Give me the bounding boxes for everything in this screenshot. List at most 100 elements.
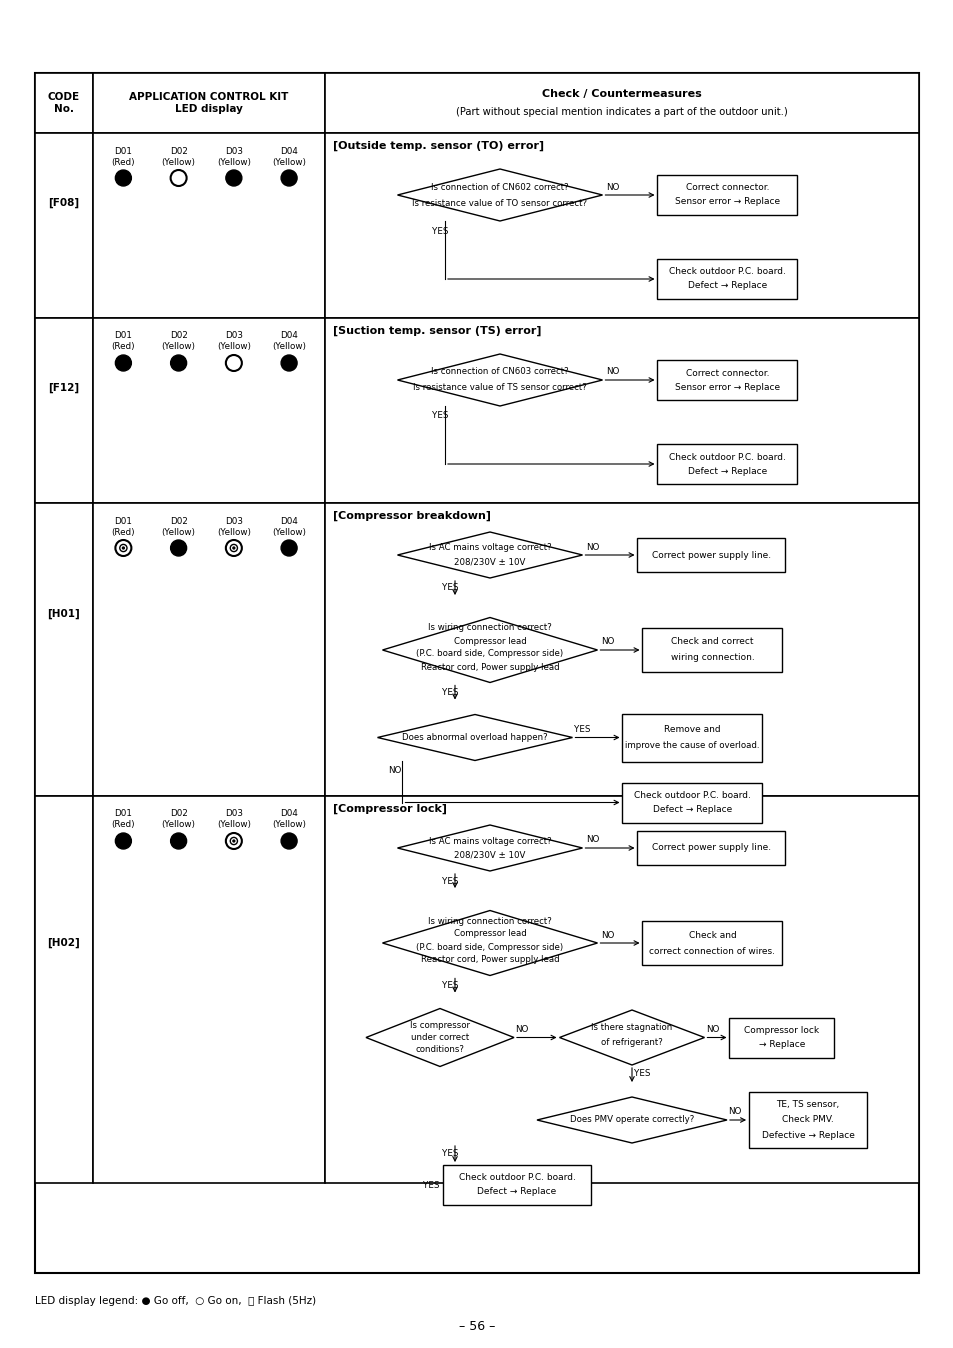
Text: (Yellow): (Yellow): [216, 158, 251, 167]
Text: [Outside temp. sensor (TO) error]: [Outside temp. sensor (TO) error]: [333, 142, 543, 151]
Text: Defect → Replace: Defect → Replace: [687, 282, 766, 291]
Text: Is connection of CN602 correct?: Is connection of CN602 correct?: [431, 182, 568, 191]
Text: YES: YES: [574, 725, 590, 735]
Text: improve the cause of overload.: improve the cause of overload.: [624, 741, 759, 749]
Text: Sensor error → Replace: Sensor error → Replace: [674, 198, 780, 206]
Text: Reactor cord, Power supply lead: Reactor cord, Power supply lead: [420, 956, 558, 965]
Bar: [35, 318, 92, 503]
Text: (Yellow): (Yellow): [272, 527, 306, 537]
Text: (P.C. board side, Compressor side): (P.C. board side, Compressor side): [416, 650, 563, 659]
Polygon shape: [397, 168, 602, 221]
Circle shape: [233, 840, 234, 842]
Text: Compressor lock: Compressor lock: [743, 1026, 819, 1035]
Text: Compressor lead: Compressor lead: [453, 930, 526, 938]
Text: YES: YES: [441, 687, 457, 697]
Text: (P.C. board side, Compressor side): (P.C. board side, Compressor side): [416, 942, 563, 952]
Circle shape: [171, 355, 187, 371]
Text: Check outdoor P.C. board.: Check outdoor P.C. board.: [668, 267, 785, 276]
Bar: [641, 921, 781, 965]
Text: Is AC mains voltage correct?: Is AC mains voltage correct?: [428, 837, 551, 845]
Text: NO: NO: [600, 638, 614, 647]
Text: (Yellow): (Yellow): [216, 527, 251, 537]
Text: YES: YES: [441, 876, 457, 886]
Text: [Compressor lock]: [Compressor lock]: [333, 803, 447, 814]
Bar: [657, 443, 797, 484]
Text: YES: YES: [432, 226, 448, 236]
Text: Is wiring connection correct?: Is wiring connection correct?: [428, 624, 551, 632]
Bar: [325, 73, 918, 133]
Text: Check outdoor P.C. board.: Check outdoor P.C. board.: [634, 791, 750, 799]
Circle shape: [281, 833, 296, 849]
Bar: [35, 133, 92, 318]
Text: YES: YES: [441, 981, 457, 989]
Circle shape: [226, 833, 242, 849]
Bar: [35, 73, 918, 1273]
Text: YES: YES: [432, 411, 448, 421]
Bar: [325, 503, 918, 797]
Circle shape: [226, 355, 242, 371]
Text: correct connection of wires.: correct connection of wires.: [649, 946, 775, 956]
Text: Defect → Replace: Defect → Replace: [687, 466, 766, 476]
Bar: [92, 73, 325, 133]
Text: YES: YES: [423, 1181, 439, 1189]
Polygon shape: [382, 617, 597, 682]
Text: 208/230V ± 10V: 208/230V ± 10V: [454, 558, 525, 566]
Text: Does PMV operate correctly?: Does PMV operate correctly?: [569, 1116, 694, 1124]
Text: D01: D01: [114, 516, 132, 526]
Circle shape: [115, 170, 132, 186]
Bar: [35, 503, 92, 797]
Circle shape: [115, 833, 132, 849]
Text: D01: D01: [114, 147, 132, 155]
Polygon shape: [366, 1008, 514, 1066]
Text: Is compressor: Is compressor: [410, 1020, 470, 1030]
Text: CODE
No.: CODE No.: [48, 92, 80, 113]
Circle shape: [233, 547, 234, 549]
Text: NO: NO: [605, 182, 618, 191]
Circle shape: [115, 541, 132, 555]
Text: (Red): (Red): [112, 342, 135, 352]
Circle shape: [230, 837, 237, 845]
Text: (Yellow): (Yellow): [216, 821, 251, 829]
Text: D03: D03: [225, 516, 243, 526]
Bar: [641, 628, 781, 673]
Bar: [325, 797, 918, 1184]
Text: LED display legend: ● Go off,  ○ Go on,  ⓢ Flash (5Hz): LED display legend: ● Go off, ○ Go on, ⓢ…: [35, 1295, 315, 1306]
Text: Correct connector.: Correct connector.: [685, 368, 768, 377]
Text: Is connection of CN603 correct?: Is connection of CN603 correct?: [431, 368, 568, 376]
Circle shape: [281, 541, 296, 555]
Text: D03: D03: [225, 147, 243, 155]
Text: (Yellow): (Yellow): [272, 342, 306, 352]
Bar: [92, 133, 325, 318]
Polygon shape: [382, 910, 597, 976]
Bar: [35, 797, 92, 1184]
Text: Is there stagnation: Is there stagnation: [591, 1023, 672, 1033]
Bar: [657, 360, 797, 400]
Text: Remove and: Remove and: [663, 725, 720, 735]
Text: NO: NO: [585, 542, 598, 551]
Circle shape: [120, 545, 127, 551]
Circle shape: [281, 170, 296, 186]
Bar: [637, 538, 784, 572]
Text: (Yellow): (Yellow): [161, 158, 195, 167]
Circle shape: [171, 833, 187, 849]
Text: YES: YES: [441, 584, 457, 593]
Text: Is AC mains voltage correct?: Is AC mains voltage correct?: [428, 543, 551, 553]
Text: D02: D02: [170, 332, 188, 341]
Text: of refrigerant?: of refrigerant?: [600, 1038, 662, 1047]
Bar: [622, 782, 761, 822]
Text: Check outdoor P.C. board.: Check outdoor P.C. board.: [458, 1174, 575, 1182]
Text: – 56 –: – 56 –: [458, 1320, 495, 1333]
Text: Defect → Replace: Defect → Replace: [476, 1188, 556, 1197]
Text: Does abnormal overload happen?: Does abnormal overload happen?: [402, 733, 547, 741]
Text: 208/230V ± 10V: 208/230V ± 10V: [454, 851, 525, 860]
Text: NO: NO: [585, 836, 598, 844]
Bar: [92, 503, 325, 797]
Text: Check outdoor P.C. board.: Check outdoor P.C. board.: [668, 453, 785, 461]
Bar: [325, 318, 918, 503]
Text: D04: D04: [280, 516, 297, 526]
Text: Correct connector.: Correct connector.: [685, 183, 768, 193]
Text: Is resistance value of TO sensor correct?: Is resistance value of TO sensor correct…: [412, 198, 587, 208]
Circle shape: [230, 545, 237, 551]
Text: TE, TS sensor,: TE, TS sensor,: [776, 1100, 839, 1108]
Text: NO: NO: [388, 766, 401, 775]
